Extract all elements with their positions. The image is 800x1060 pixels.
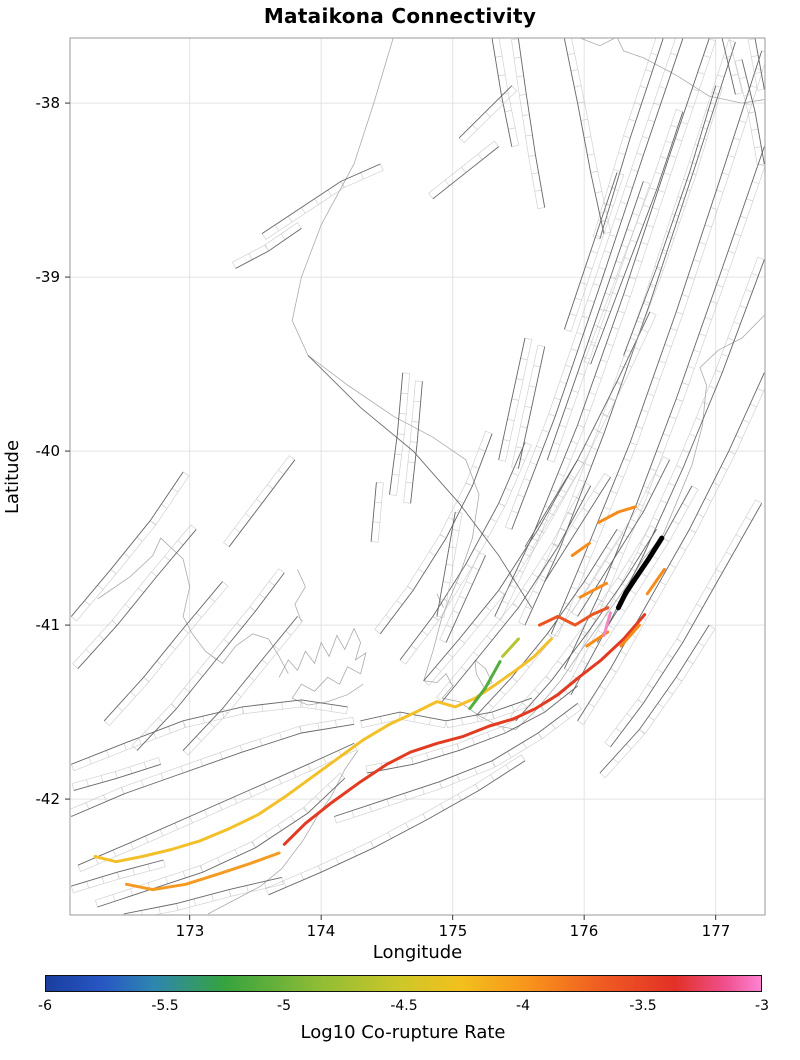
x-tick-label: 174: [306, 922, 336, 940]
coastline-layer: [97, 38, 765, 915]
colorbar-tick-label: -3.5: [629, 998, 657, 1014]
colorbar-tick-label: -4: [516, 998, 530, 1014]
highlighted-fault: [468, 660, 502, 711]
highlighted-fault: [125, 851, 281, 892]
colorbar-tick-label: -6: [38, 998, 52, 1014]
highlighted-fault: [619, 623, 641, 648]
highlighted-fault: [597, 505, 637, 524]
highlighted-fault: [602, 611, 612, 637]
plot-content: [70, 38, 765, 915]
chart-title: Mataikona Connectivity: [263, 4, 537, 28]
colorbar-tick-label: -5: [277, 998, 291, 1014]
highlighted-fault: [93, 637, 553, 864]
highlighted-fault: [645, 567, 666, 596]
highlighted-fault: [538, 606, 610, 627]
colorbar-label: Log10 Co-rupture Rate: [300, 1022, 506, 1043]
x-tick-label: 176: [569, 922, 599, 940]
colorbar: [45, 975, 762, 992]
y-tick-label: -41: [35, 616, 61, 634]
fault-network-layer: [70, 38, 765, 915]
y-tick-label: -38: [35, 94, 61, 112]
highlighted-fault: [615, 535, 665, 611]
colorbar-tick-label: -5.5: [151, 998, 179, 1014]
x-tick-label: 175: [438, 922, 468, 940]
x-axis-label: Longitude: [372, 942, 463, 963]
highlighted-fault: [282, 613, 647, 846]
highlighted-faults-layer: [93, 505, 666, 892]
plot-border: [69, 37, 766, 916]
x-tick-label: 173: [175, 922, 205, 940]
y-tick-label: -39: [35, 268, 61, 286]
colorbar-tick-label: -3: [755, 998, 769, 1014]
colorbar-tick-label: -4.5: [390, 998, 418, 1014]
axis-ticks: [65, 102, 717, 920]
highlighted-fault: [578, 581, 608, 599]
highlighted-fault: [570, 541, 591, 557]
x-tick-label: 177: [701, 922, 731, 940]
y-tick-label: -42: [35, 790, 61, 808]
highlighted-fault: [501, 637, 520, 658]
y-tick-label: -40: [35, 442, 61, 460]
